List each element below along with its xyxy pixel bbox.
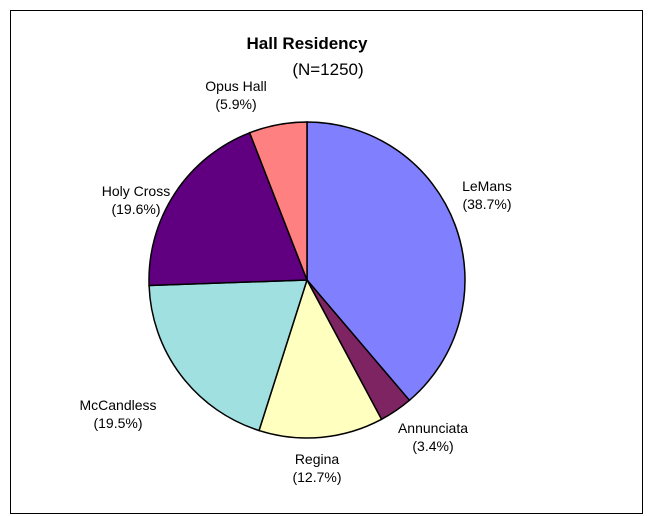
slice-label-percent: (5.9%) xyxy=(215,96,256,112)
slice-label-percent: (19.6%) xyxy=(111,201,160,217)
slice-label-name: Opus Hall xyxy=(205,78,266,94)
slice-labels: LeMans (38.7%) Annunciata (3.4%) Regina (12.7… xyxy=(79,78,511,485)
pie-slice-holy-cross xyxy=(148,131,309,287)
slice-label-name: LeMans xyxy=(462,178,512,194)
slice-label-name: Annunciata xyxy=(398,420,468,436)
slice-label-name: Holy Cross xyxy=(102,183,170,199)
chart-title: Hall Residency xyxy=(247,34,368,53)
slice-label-name: Regina xyxy=(295,451,340,467)
pie-slice-mccandless xyxy=(148,279,309,432)
slice-label-percent: (3.4%) xyxy=(412,438,453,454)
slice-label-percent: (38.7%) xyxy=(462,196,511,212)
slice-label-name: McCandless xyxy=(79,397,156,413)
pie-slices xyxy=(148,121,466,439)
pie-slice-lemans xyxy=(306,121,466,402)
pie-slice-regina xyxy=(258,278,383,439)
chart-subtitle: (N=1250) xyxy=(292,60,363,79)
slice-label-percent: (12.7%) xyxy=(292,469,341,485)
slice-label-percent: (19.5%) xyxy=(93,415,142,431)
pie-slice-opus-hall xyxy=(248,121,308,281)
